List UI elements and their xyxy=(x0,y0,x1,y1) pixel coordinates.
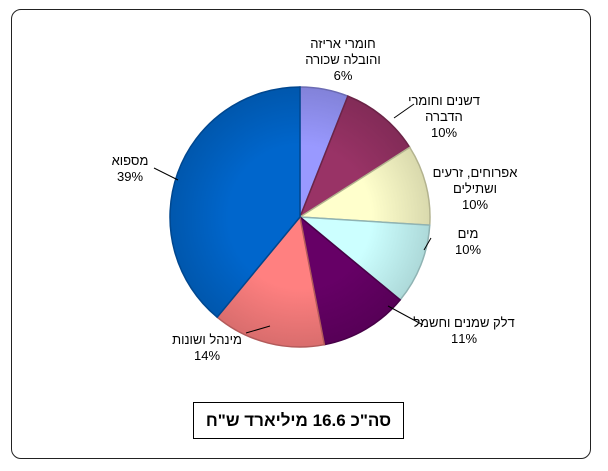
pie-slice-3 xyxy=(297,216,431,301)
pie-slice-5 xyxy=(216,215,326,348)
leader-line-1 xyxy=(393,103,415,119)
slice-label-4: דלק שמנים וחשמל 11% xyxy=(413,315,514,346)
leader-line-5 xyxy=(245,325,271,334)
slice-label-1: דשנים וחומרי הדברה 10% xyxy=(408,93,480,140)
pie-slice-1 xyxy=(298,95,411,219)
total-box: סה"כ 16.6 מיליארד ש"ח xyxy=(193,402,404,439)
pie-slice-4 xyxy=(298,215,402,346)
slice-label-6: מספוא 39% xyxy=(112,153,149,184)
total-text: סה"כ 16.6 מיליארד ש"ח xyxy=(205,410,392,430)
pie-slice-6 xyxy=(169,86,301,319)
leader-line-6 xyxy=(153,167,179,181)
leader-line-4 xyxy=(387,305,424,326)
slice-label-3: מים 10% xyxy=(455,226,481,257)
pie-slice-2 xyxy=(297,146,431,226)
leader-line-3 xyxy=(423,237,432,251)
slice-label-5: מינהל ושונות 14% xyxy=(172,332,242,363)
slice-label-0: חומרי אריזה והובלה שכורה 6% xyxy=(305,36,380,83)
slice-label-2: אפרוחים, זרעים ושתילים 10% xyxy=(433,165,518,212)
